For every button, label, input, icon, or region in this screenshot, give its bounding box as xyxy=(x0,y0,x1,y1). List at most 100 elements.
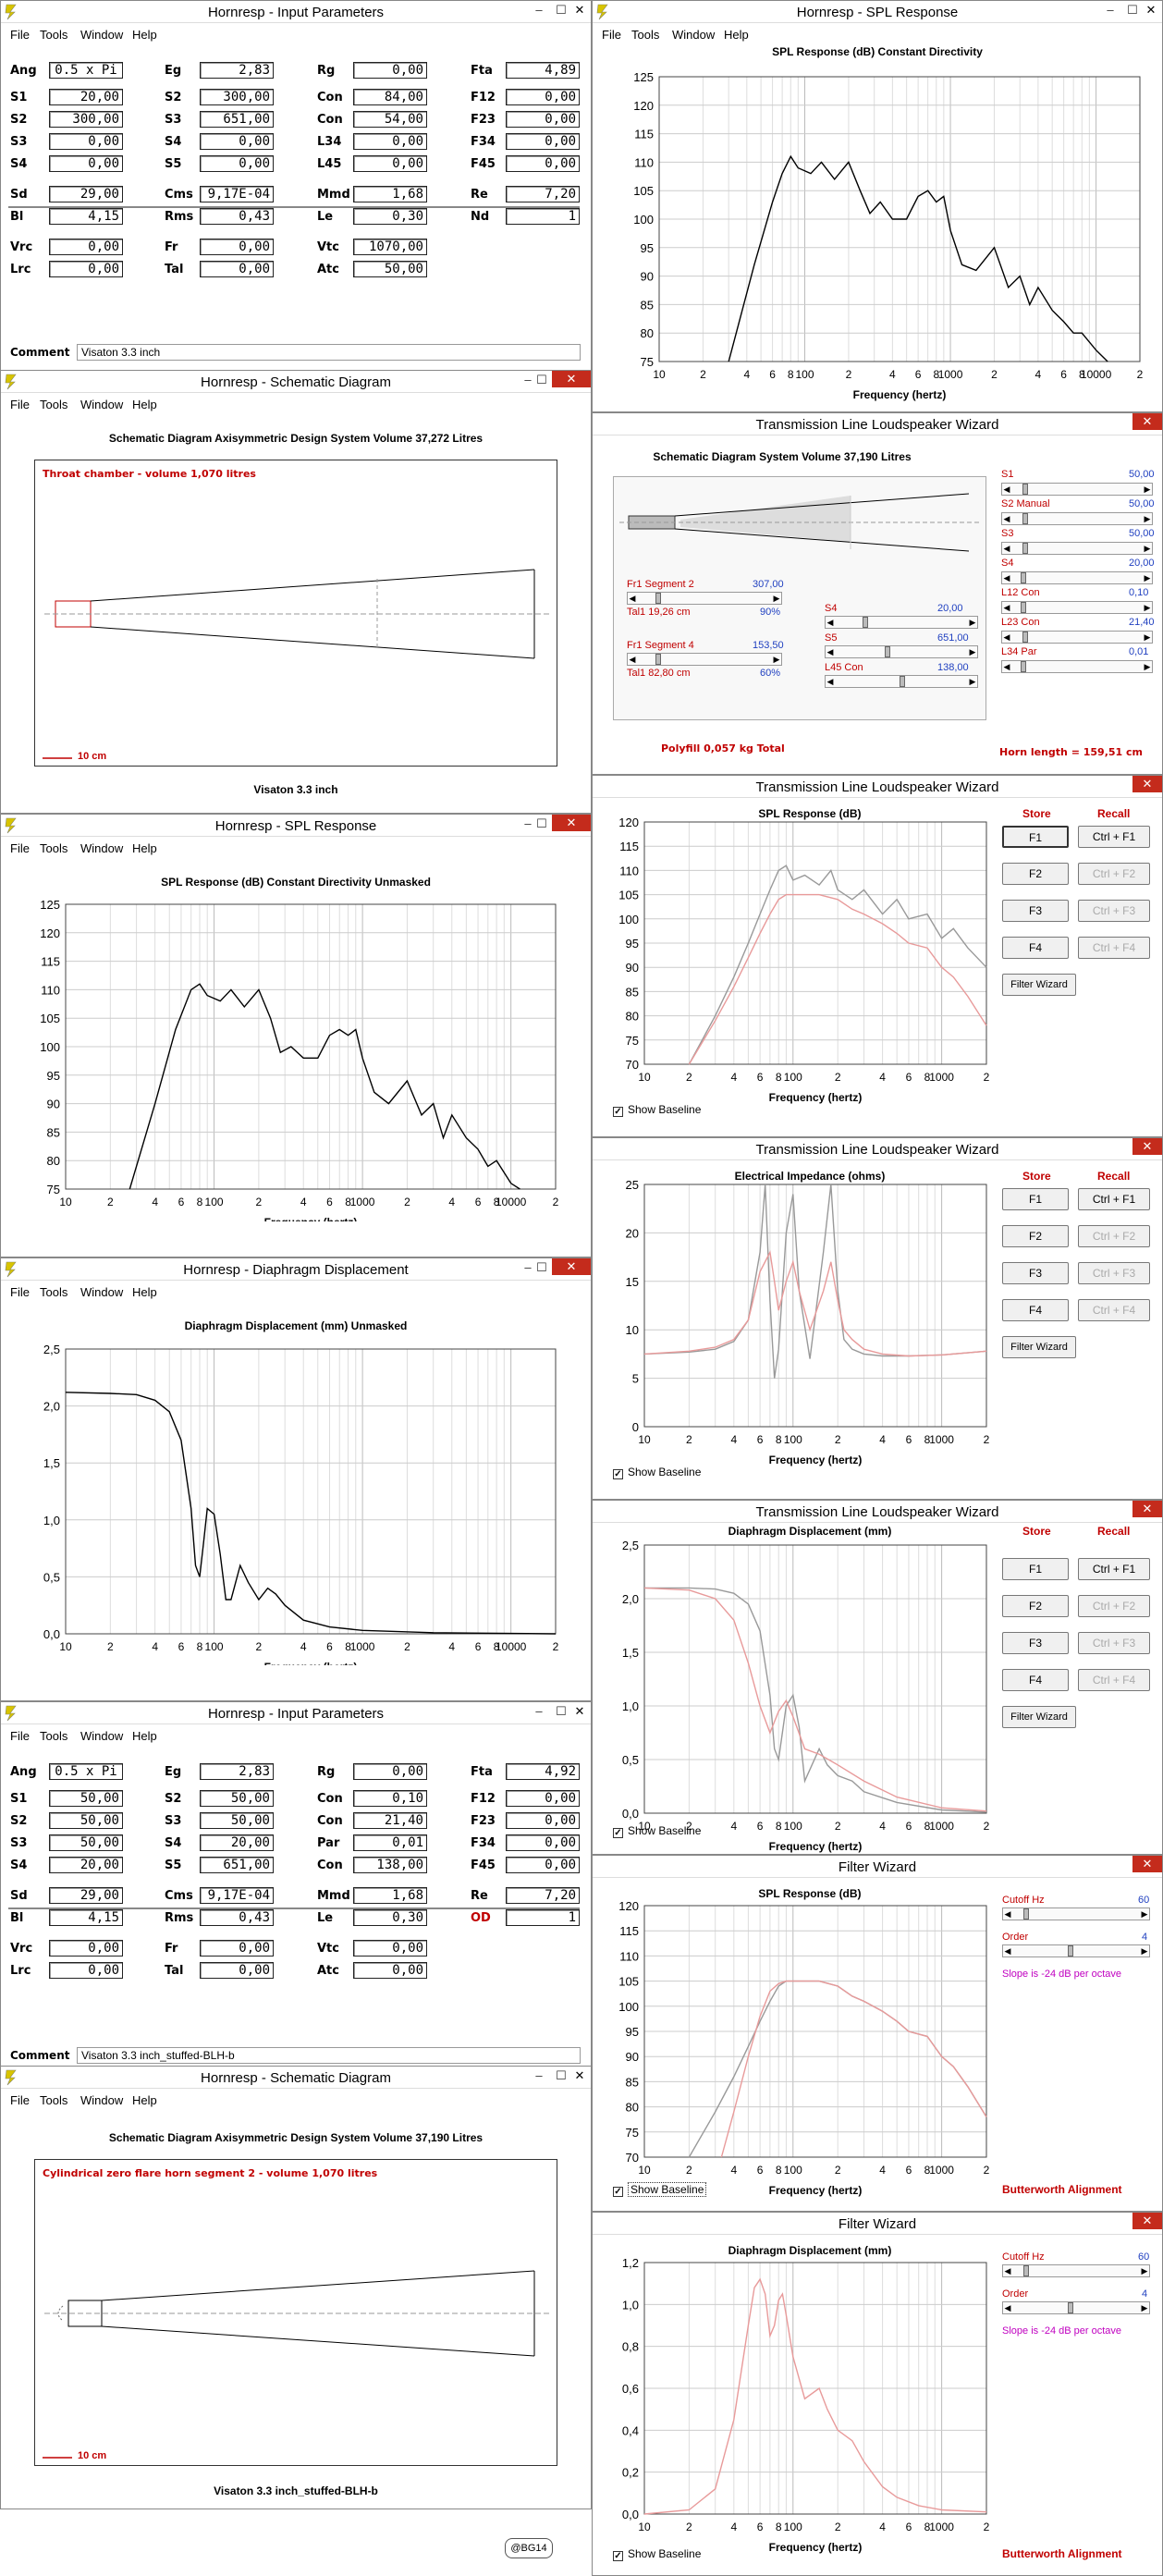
title-bar[interactable]: Transmission Line Loudspeaker Wizard ✕ xyxy=(593,1138,1162,1160)
slider-thumb[interactable] xyxy=(1021,661,1026,672)
param-field-le[interactable]: 0,30 xyxy=(353,208,427,225)
menu-tools[interactable]: Tools xyxy=(40,2093,68,2107)
param-field-le[interactable]: 0,30 xyxy=(353,1909,427,1926)
title-bar[interactable]: Hornresp - Input Parameters – ☐ ✕ xyxy=(1,1,591,23)
param-field-f34[interactable]: 0,00 xyxy=(506,133,580,150)
show-baseline-checkbox[interactable]: ✓ Show Baseline xyxy=(613,2182,707,2197)
show-baseline-checkbox[interactable]: ✓ Show Baseline xyxy=(613,1103,702,1117)
segment-2-slider[interactable]: ◀ ▶ xyxy=(627,592,782,605)
title-bar[interactable]: Hornresp - Diaphragm Displacement – ☐ ✕ xyxy=(1,1258,591,1281)
right-slider[interactable]: ◀ ▶ xyxy=(1001,571,1153,584)
menu-file[interactable]: File xyxy=(10,1729,30,1743)
slider-thumb[interactable] xyxy=(885,646,890,657)
param-field-tal[interactable]: 0,00 xyxy=(200,261,274,277)
param-field-f23[interactable]: 0,00 xyxy=(506,1812,580,1829)
recall-f2-button[interactable]: Ctrl + F2 xyxy=(1078,863,1150,885)
close-icon[interactable]: ✕ xyxy=(574,1704,585,1718)
close-icon[interactable]: ✕ xyxy=(552,371,591,387)
order-slider[interactable]: ◀ ▶ xyxy=(1002,2301,1150,2314)
param-field-od[interactable]: 1 xyxy=(506,1909,580,1926)
arrow-right-icon[interactable]: ▶ xyxy=(969,677,976,686)
param-field-par[interactable]: 0,01 xyxy=(353,1834,427,1851)
cutoff-slider[interactable]: ◀ ▶ xyxy=(1002,1907,1150,1920)
arrow-left-icon[interactable]: ◀ xyxy=(1003,632,1010,642)
menu-file[interactable]: File xyxy=(10,28,30,42)
title-bar[interactable]: Transmission Line Loudspeaker Wizard ✕ xyxy=(593,413,1162,435)
arrow-left-icon[interactable]: ◀ xyxy=(826,618,834,627)
menu-file[interactable]: File xyxy=(10,398,30,411)
comment-field[interactable]: Visaton 3.3 inch xyxy=(77,344,581,361)
arrow-right-icon[interactable]: ▶ xyxy=(969,618,976,627)
param-field-s4[interactable]: 0,00 xyxy=(49,155,123,172)
param-field-l34[interactable]: 0,00 xyxy=(353,133,427,150)
param-field-eg[interactable]: 2,83 xyxy=(200,1763,274,1780)
param-field-s5[interactable]: 651,00 xyxy=(200,1857,274,1873)
param-field-f34[interactable]: 0,00 xyxy=(506,1834,580,1851)
minimize-icon[interactable]: – xyxy=(524,373,532,386)
store-f3-button[interactable]: F3 xyxy=(1002,1262,1069,1284)
restore-icon[interactable]: ☐ xyxy=(536,373,547,386)
menu-help[interactable]: Help xyxy=(132,2093,157,2107)
close-icon[interactable]: ✕ xyxy=(552,815,591,831)
param-field-vtc[interactable]: 0,00 xyxy=(353,1940,427,1957)
recall-f1-button[interactable]: Ctrl + F1 xyxy=(1078,1558,1150,1580)
param-field-ang[interactable]: 0.5 x Pi xyxy=(49,1763,123,1780)
segment-4-slider[interactable]: ◀ ▶ xyxy=(627,653,782,666)
param-field-s3[interactable]: 651,00 xyxy=(200,111,274,128)
close-icon[interactable]: ✕ xyxy=(1132,413,1162,430)
menu-tools[interactable]: Tools xyxy=(631,28,660,42)
minimize-icon[interactable]: – xyxy=(535,1704,543,1718)
param-field-ang[interactable]: 0.5 x Pi xyxy=(49,62,123,79)
param-field-s3[interactable]: 50,00 xyxy=(49,1834,123,1851)
restore-icon[interactable]: ☐ xyxy=(556,2068,567,2082)
param-field-s2[interactable]: 50,00 xyxy=(200,1790,274,1807)
param-field-re[interactable]: 7,20 xyxy=(506,1887,580,1904)
store-f1-button[interactable]: F1 xyxy=(1002,826,1069,848)
param-field-s3[interactable]: 0,00 xyxy=(49,133,123,150)
param-field-con[interactable]: 138,00 xyxy=(353,1857,427,1873)
arrow-left-icon[interactable]: ◀ xyxy=(1003,544,1010,553)
slider-thumb[interactable] xyxy=(1021,602,1026,613)
slider-thumb[interactable] xyxy=(1022,513,1028,524)
store-f1-button[interactable]: F1 xyxy=(1002,1558,1069,1580)
menu-help[interactable]: Help xyxy=(132,841,157,855)
slider-thumb[interactable] xyxy=(900,676,905,687)
param-field-re[interactable]: 7,20 xyxy=(506,186,580,202)
title-bar[interactable]: Hornresp - Schematic Diagram – ☐ ✕ xyxy=(1,371,591,393)
close-icon[interactable]: ✕ xyxy=(574,3,585,17)
store-f2-button[interactable]: F2 xyxy=(1002,1225,1069,1247)
slider-thumb[interactable] xyxy=(863,617,868,628)
menu-tools[interactable]: Tools xyxy=(40,1729,68,1743)
arrow-left-icon[interactable]: ◀ xyxy=(826,677,834,686)
slider-thumb[interactable] xyxy=(1022,543,1028,554)
restore-icon[interactable]: ☐ xyxy=(536,1260,547,1274)
recall-f4-button[interactable]: Ctrl + F4 xyxy=(1078,1669,1150,1691)
param-field-eg[interactable]: 2,83 xyxy=(200,62,274,79)
menu-help[interactable]: Help xyxy=(132,1729,157,1743)
arrow-right-icon[interactable]: ▶ xyxy=(1144,603,1151,612)
param-field-fr[interactable]: 0,00 xyxy=(200,1940,274,1957)
title-bar[interactable]: Hornresp - Input Parameters – ☐ ✕ xyxy=(1,1702,591,1724)
menu-file[interactable]: File xyxy=(10,1285,30,1299)
mid-slider[interactable]: ◀ ▶ xyxy=(825,645,978,658)
param-field-rms[interactable]: 0,43 xyxy=(200,1909,274,1926)
minimize-icon[interactable]: – xyxy=(524,816,532,830)
param-field-bl[interactable]: 4,15 xyxy=(49,1909,123,1926)
param-field-bl[interactable]: 4,15 xyxy=(49,208,123,225)
menu-help[interactable]: Help xyxy=(132,28,157,42)
menu-window[interactable]: Window xyxy=(80,841,124,855)
param-field-sd[interactable]: 29,00 xyxy=(49,186,123,202)
close-icon[interactable]: ✕ xyxy=(1132,776,1162,792)
right-slider[interactable]: ◀ ▶ xyxy=(1001,542,1153,555)
param-field-f45[interactable]: 0,00 xyxy=(506,155,580,172)
arrow-left-icon[interactable]: ◀ xyxy=(1003,485,1010,494)
slider-thumb[interactable] xyxy=(1022,632,1028,643)
recall-f3-button[interactable]: Ctrl + F3 xyxy=(1078,1262,1150,1284)
restore-icon[interactable]: ☐ xyxy=(556,1704,567,1718)
param-field-nd[interactable]: 1 xyxy=(506,208,580,225)
title-bar[interactable]: Hornresp - SPL Response – ☐ ✕ xyxy=(1,815,591,837)
recall-f3-button[interactable]: Ctrl + F3 xyxy=(1078,900,1150,922)
param-field-s1[interactable]: 50,00 xyxy=(49,1790,123,1807)
param-field-sd[interactable]: 29,00 xyxy=(49,1887,123,1904)
right-slider[interactable]: ◀ ▶ xyxy=(1001,512,1153,525)
